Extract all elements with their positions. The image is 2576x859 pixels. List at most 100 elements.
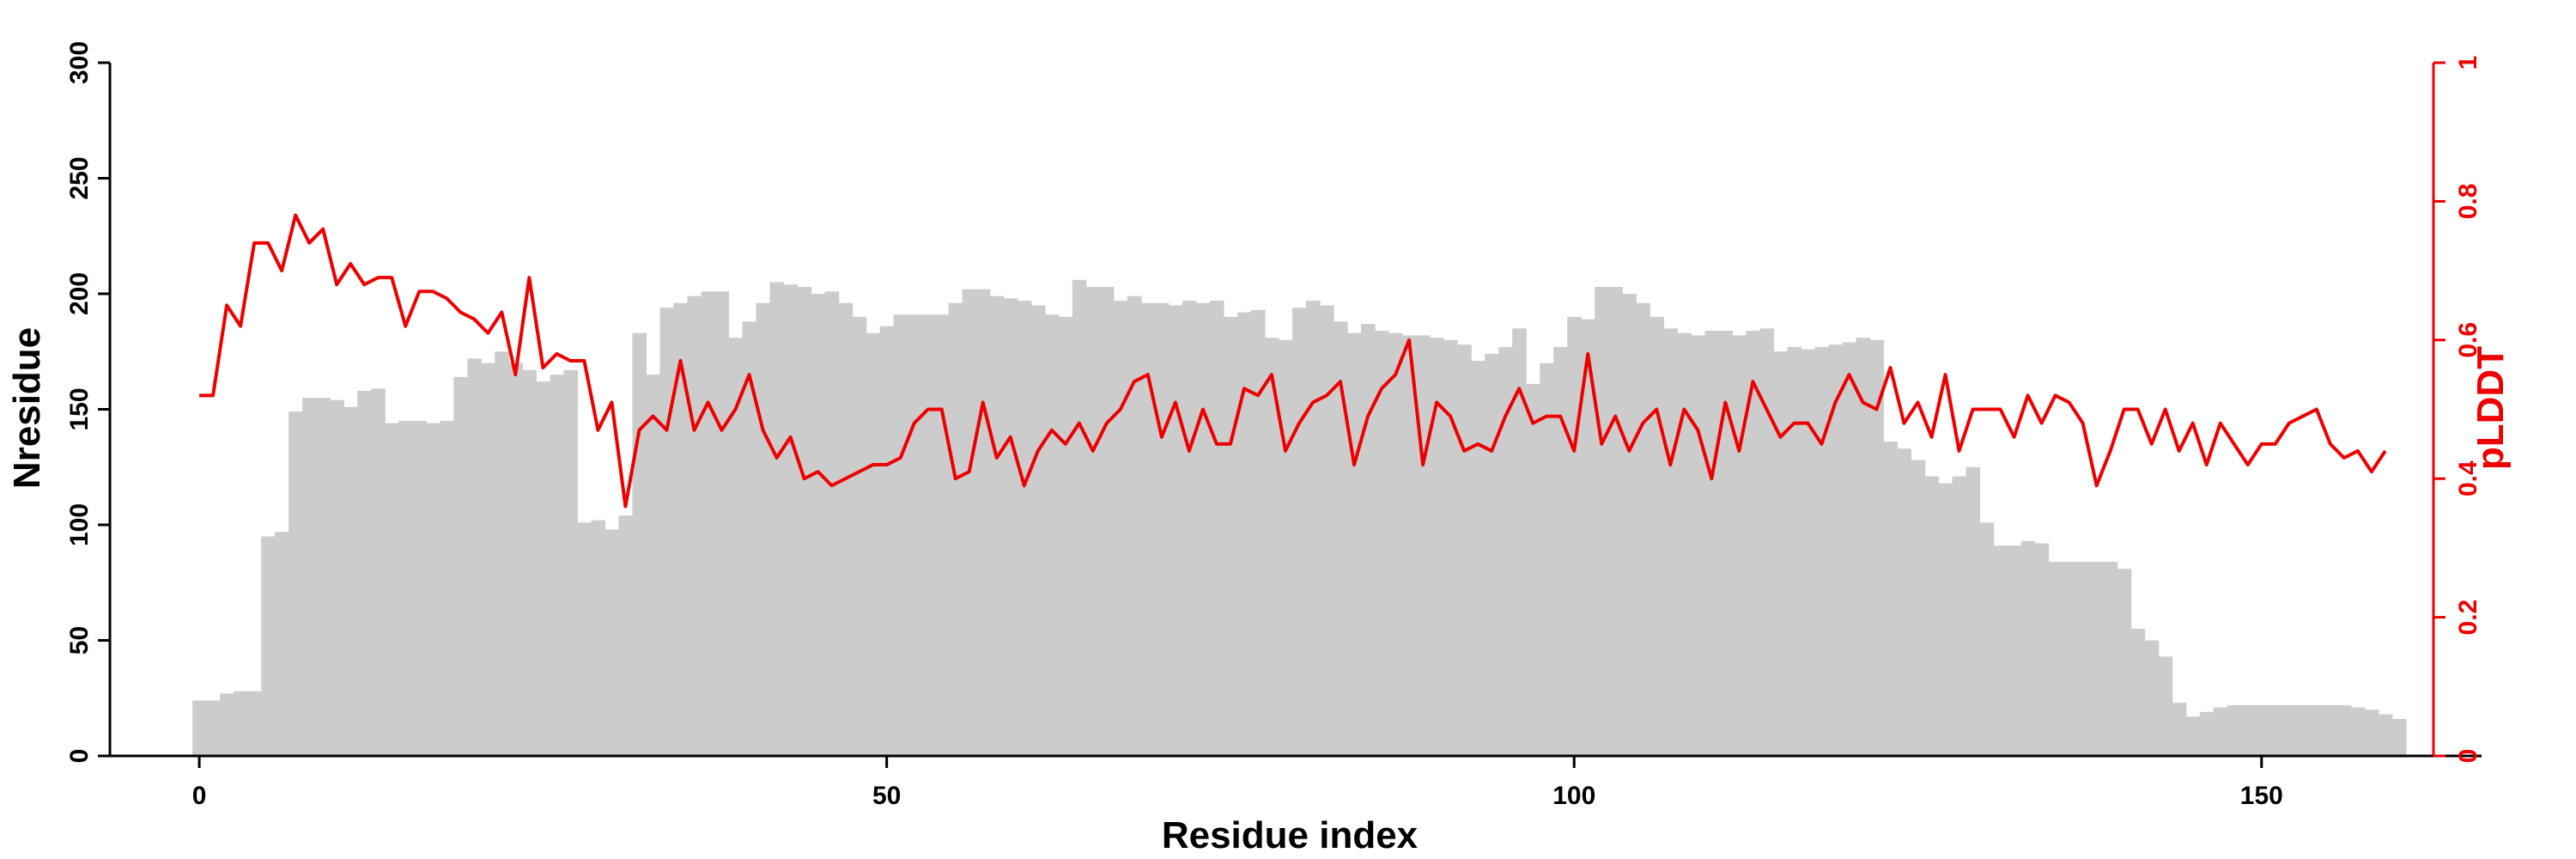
y-tick-label: 0 [65,749,94,764]
histogram-bar [1787,346,1802,756]
histogram-bar [989,295,1005,756]
x-tick-label: 50 [872,782,901,810]
histogram-bar [1869,339,1885,756]
histogram-bar [1828,344,1844,756]
histogram-bar [1471,361,1485,756]
histogram-bar [1622,294,1637,756]
histogram-bar [591,520,606,756]
histogram-bar [2020,540,2036,756]
y-tick-label: 50 [65,626,94,655]
histogram-bar [1250,309,1266,757]
histogram-bar [2172,703,2187,756]
histogram-bar [1306,301,1321,756]
histogram-bar [2240,704,2256,756]
histogram-bar [206,700,221,756]
histogram-bar [2350,707,2366,756]
y-axis-title: Nresidue [6,327,48,489]
histogram-bar [357,390,372,756]
histogram-bar [2062,562,2077,756]
histogram-bar [371,388,386,756]
histogram-bar [1581,319,1595,756]
y2-tick-label: 0.2 [2454,600,2482,636]
histogram-bar [1361,323,1376,756]
histogram-bar [1292,308,1307,756]
histogram-bar [618,515,634,756]
histogram-bar [1691,335,1705,756]
histogram-bar [508,362,523,756]
histogram-bar [2323,704,2338,756]
histogram-bar [632,332,647,756]
histogram-bar [440,420,454,756]
ticks-layer: 0 50 100 150 0 50 100 150 200 250 300 0 0.2 0.4 0.6 0.8… [65,41,2482,810]
histogram-bar [1236,312,1252,756]
histogram-bar [934,314,950,757]
histogram-bar [769,282,785,756]
histogram-bar [1430,338,1444,756]
histogram-bar [2364,710,2379,756]
histogram-bar [783,284,799,756]
histogram-bar [1388,332,1403,756]
histogram-bar [1732,335,1747,756]
histogram-bar [1278,339,1293,756]
histogram-bar [1113,301,1128,756]
histogram-bar [302,398,317,756]
histogram-bar [1704,331,1719,756]
x-axis-title: Residue index [1162,814,1419,856]
histogram-bar [2117,569,2132,756]
histogram-bar [2144,640,2160,756]
histogram-bar [398,420,413,756]
histogram-bar [1072,279,1087,756]
histogram-bar [1649,316,1664,756]
histogram-bar [495,351,509,756]
histogram-bar [1553,346,1568,756]
histogram-bar [2089,562,2105,756]
y-tick-label: 200 [65,272,94,315]
histogram-bar [2254,704,2269,756]
histogram-bar [1677,332,1692,756]
histogram-bar [1801,349,1816,756]
histogram-bar [920,314,936,757]
histogram-bar [728,338,744,756]
histogram-bar [550,375,564,756]
histogram-bar [1140,302,1156,756]
histogram-bar [673,302,689,756]
histogram-bar [1195,302,1211,756]
line-layer [199,213,2387,509]
histogram-bar [948,302,963,756]
histogram-bar [453,376,468,756]
histogram-bar [1856,338,1871,756]
histogram-bar [1636,302,1650,756]
histogram-bar [1443,339,1458,756]
histogram-bar [1540,362,1554,756]
y-tick-label: 150 [65,387,94,430]
histogram-bar [742,321,757,756]
histogram-bar [426,423,440,756]
histogram-bar [2281,704,2297,756]
histogram-bar [1485,353,1499,756]
histogram-bar [962,289,977,756]
y2-tick-label: 0 [2454,749,2482,764]
histogram-bar [1526,383,1540,756]
histogram-bar [2336,704,2352,756]
y2-axis-title: pLDDT [2470,346,2512,470]
histogram-bar [2227,704,2242,756]
histogram-bar [1320,305,1334,756]
histogram-bar [1127,295,1142,756]
histogram-bar [2309,704,2324,756]
histogram-bar [687,295,702,756]
histogram-bar [2158,656,2173,756]
histogram-bar [1883,442,1899,756]
histogram-bar [879,326,895,756]
y2-tick-label: 1 [2454,56,2482,70]
histogram-bar [481,362,495,756]
y2-tick-label: 0.8 [2454,184,2482,220]
histogram-bar [343,406,358,756]
histogram-bar [1965,466,1981,756]
histogram-bar [467,358,482,756]
histogram-bar [797,286,812,756]
histogram-bar [852,316,867,756]
y-tick-label: 250 [65,156,94,199]
histogram-bar [1746,331,1760,756]
y-tick-label: 100 [65,503,94,546]
